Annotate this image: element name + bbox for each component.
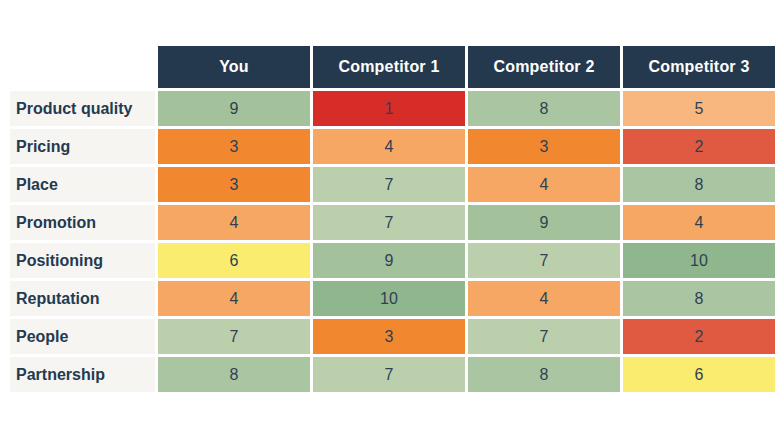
heatmap-cell: 4: [623, 205, 775, 240]
heatmap-cell: 2: [623, 319, 775, 354]
competitive-analysis-heatmap: You Competitor 1 Competitor 2 Competitor…: [10, 46, 775, 392]
corner-spacer: [10, 46, 155, 88]
heatmap-cell: 4: [468, 167, 620, 202]
row-label-partnership: Partnership: [10, 357, 155, 392]
row-label-pricing: Pricing: [10, 129, 155, 164]
heatmap-cell: 7: [468, 243, 620, 278]
heatmap-cell: 3: [158, 129, 310, 164]
heatmap-cell: 3: [313, 319, 465, 354]
heatmap-cell: 3: [468, 129, 620, 164]
heatmap-cell: 7: [313, 167, 465, 202]
heatmap-cell: 2: [623, 129, 775, 164]
row-label-product-quality: Product quality: [10, 91, 155, 126]
column-header-competitor-3: Competitor 3: [623, 46, 775, 88]
heatmap-cell: 7: [313, 357, 465, 392]
column-header-competitor-1: Competitor 1: [313, 46, 465, 88]
heatmap-cell: 8: [468, 357, 620, 392]
heatmap-cell: 4: [313, 129, 465, 164]
heatmap-cell: 5: [623, 91, 775, 126]
heatmap-cell: 6: [623, 357, 775, 392]
heatmap-cell: 9: [468, 205, 620, 240]
row-label-promotion: Promotion: [10, 205, 155, 240]
heatmap-cell: 1: [313, 91, 465, 126]
heatmap-cell: 8: [623, 281, 775, 316]
column-header-competitor-2: Competitor 2: [468, 46, 620, 88]
heatmap-cell: 8: [468, 91, 620, 126]
heatmap-cell: 8: [158, 357, 310, 392]
heatmap-cell: 4: [468, 281, 620, 316]
column-header-you: You: [158, 46, 310, 88]
heatmap-cell: 4: [158, 205, 310, 240]
heatmap-cell: 3: [158, 167, 310, 202]
heatmap-cell: 9: [313, 243, 465, 278]
row-label-reputation: Reputation: [10, 281, 155, 316]
heatmap-cell: 4: [158, 281, 310, 316]
row-label-place: Place: [10, 167, 155, 202]
heatmap-cell: 10: [313, 281, 465, 316]
row-label-positioning: Positioning: [10, 243, 155, 278]
heatmap-cell: 10: [623, 243, 775, 278]
heatmap-cell: 7: [468, 319, 620, 354]
heatmap-cell: 8: [623, 167, 775, 202]
heatmap-cell: 9: [158, 91, 310, 126]
heatmap-cell: 6: [158, 243, 310, 278]
row-label-people: People: [10, 319, 155, 354]
heatmap-cell: 7: [158, 319, 310, 354]
heatmap-cell: 7: [313, 205, 465, 240]
